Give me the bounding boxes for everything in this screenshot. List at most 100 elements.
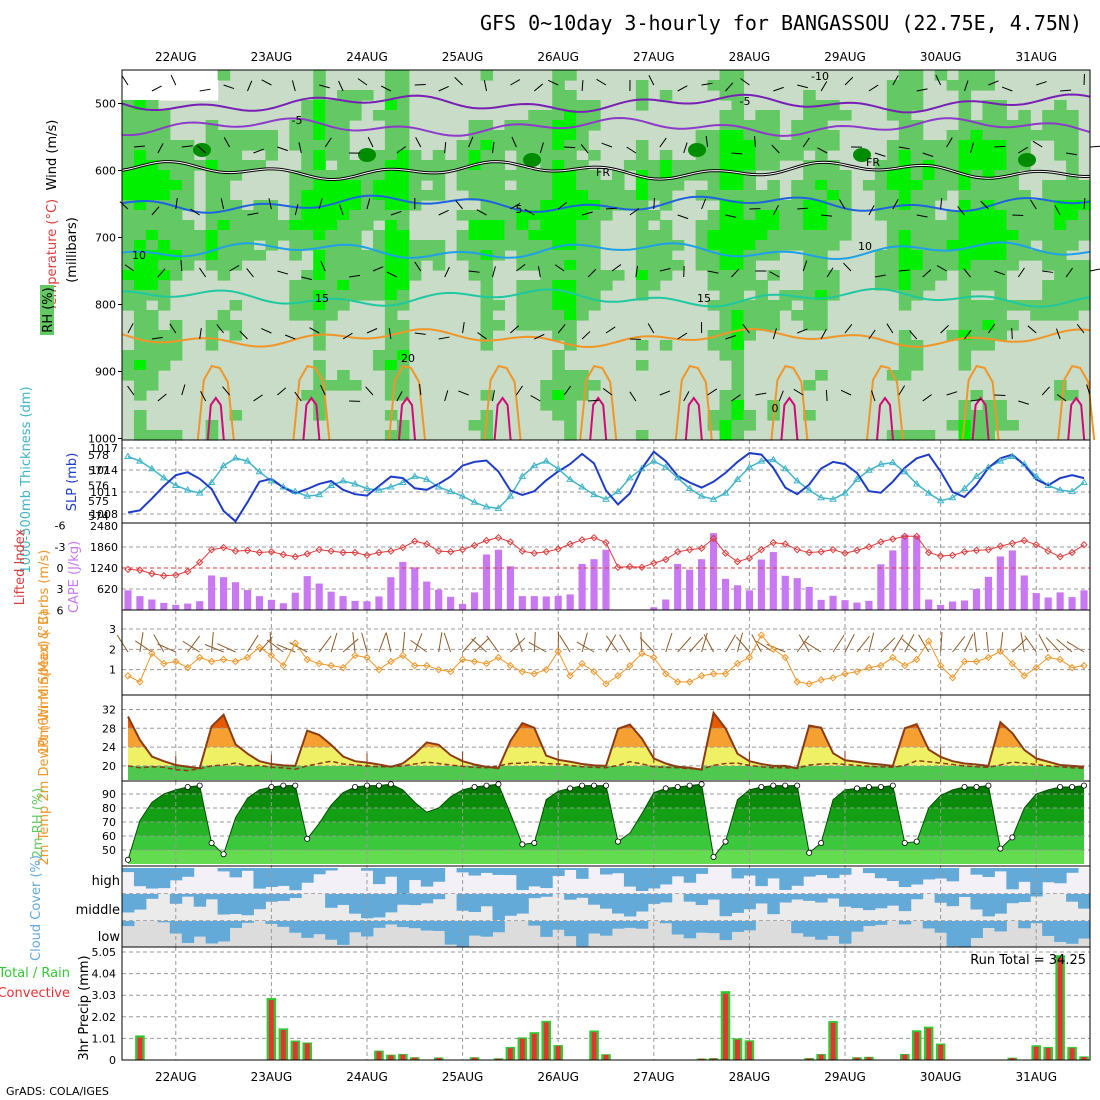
isotherm-25 (579, 364, 618, 441)
thickness-marker (422, 475, 431, 482)
rh-cell (384, 310, 398, 321)
rh-cell (301, 190, 314, 201)
rh-cell (707, 250, 721, 261)
rh-cell (934, 270, 948, 281)
rh-cell (958, 270, 972, 281)
rh-cell (122, 140, 135, 151)
precip-convective-bar (830, 1022, 836, 1060)
rh-cell (205, 240, 219, 251)
rh-cell (934, 160, 948, 171)
rh-cell (743, 150, 756, 161)
rh-cell (408, 260, 422, 271)
cloud-bar (803, 921, 816, 937)
rh-cell (958, 80, 972, 91)
rh-cell (803, 110, 816, 121)
rh-cell (193, 230, 207, 241)
wind-speed-marker (423, 661, 431, 670)
rh-cell (827, 170, 840, 181)
rh-cell (994, 300, 1007, 311)
wind-barb (486, 635, 499, 653)
cloud-bar (432, 868, 446, 882)
rh-cell (217, 70, 231, 81)
wind-barb (1076, 324, 1085, 334)
cloud-layer-label: middle (76, 903, 120, 918)
rh-cell (886, 190, 900, 201)
wind-barb (964, 633, 974, 653)
wind-barb (725, 335, 737, 340)
rh-cell (982, 340, 995, 351)
thickness-tick-label: 576 (88, 480, 109, 493)
contour-label: FR (596, 166, 610, 179)
wind-speed-marker (1020, 672, 1028, 680)
rh-cell (946, 250, 960, 261)
rh-cell (229, 210, 243, 221)
isotherm-25 (292, 364, 331, 441)
rh-cell (827, 190, 840, 201)
rh-cell (361, 260, 374, 271)
wind-speed-marker (877, 661, 885, 670)
rh-cell (946, 80, 960, 91)
rh-cell (970, 70, 984, 81)
rh-cell (564, 110, 577, 121)
rh-cell (970, 300, 984, 311)
rh-cell (133, 130, 147, 141)
rh-cell (145, 430, 159, 441)
wind-barb (365, 386, 374, 396)
rh-cell (588, 240, 601, 251)
rh-cell (384, 230, 398, 241)
rh-cell (576, 390, 589, 401)
rh-cell (970, 230, 984, 241)
rh-cell (659, 170, 673, 181)
rh-cell (886, 240, 900, 251)
rh-cell (588, 270, 601, 281)
rh-cell (946, 230, 960, 241)
rh-cell (396, 70, 410, 81)
wind-tick-label: 3 (109, 623, 116, 636)
rh-cell (1066, 260, 1079, 271)
wind-barb (596, 78, 607, 86)
rh-cell (145, 130, 159, 141)
rh-cell (133, 140, 147, 151)
slp-line (127, 450, 1085, 523)
cloud-bar (647, 868, 661, 889)
rh-cell (396, 330, 410, 341)
rh-cell (552, 130, 565, 141)
wind-barb (940, 632, 943, 653)
rh-cell (552, 320, 565, 331)
thickness-marker (470, 498, 479, 505)
rh-cell (181, 80, 195, 91)
lifted-index-marker (901, 532, 909, 540)
cloud-bar (803, 894, 816, 901)
cloud-bar (671, 868, 685, 877)
rh-cell (564, 150, 577, 161)
rh-cell (480, 210, 494, 221)
rh-cell (970, 140, 984, 151)
rh-cell (564, 410, 577, 421)
rh-cell (217, 270, 231, 281)
rh-cell (803, 140, 816, 151)
rh-cell (432, 180, 446, 191)
rh-cell (791, 310, 804, 321)
rh-cell (145, 140, 159, 151)
wind-barb (611, 264, 622, 272)
rh-cell (671, 260, 685, 271)
rh-cell (815, 250, 828, 261)
rh-cell (552, 400, 565, 411)
rh-cell (408, 150, 422, 161)
wind-barb (318, 635, 332, 653)
isotherm-minus5 (121, 116, 1091, 137)
rh-cell (157, 110, 171, 121)
rh-cell (349, 160, 362, 171)
rh-cell (1018, 250, 1031, 261)
lifted-index-marker (279, 550, 288, 559)
rh-cell (480, 270, 494, 281)
rh-cell (934, 240, 948, 251)
lifted-index-marker (590, 533, 598, 542)
rh-cell (994, 160, 1007, 171)
cloud-bar (600, 868, 613, 875)
rh-cell (277, 220, 290, 231)
cape-bar (124, 590, 132, 610)
cloud-bar (1018, 868, 1031, 882)
rh-cell (217, 310, 231, 321)
rh-cell (803, 170, 816, 181)
